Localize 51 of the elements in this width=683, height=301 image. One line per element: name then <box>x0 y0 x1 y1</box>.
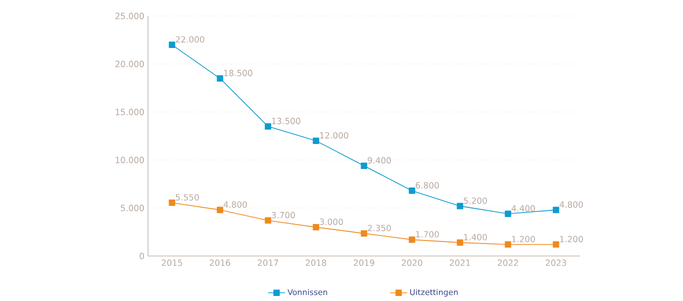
data-label: 1.200 <box>512 236 535 243</box>
y-tick-label: 20.000 <box>115 61 144 68</box>
point <box>408 188 416 194</box>
y-tick-label: 15.000 <box>116 109 144 116</box>
y-tick-label: 25.000 <box>115 13 144 20</box>
data-label: 5.200 <box>464 198 487 204</box>
data-label: 13.500 <box>272 118 300 124</box>
data-label: 4.800 <box>224 202 247 208</box>
x-tick-label: 2023 <box>546 260 566 266</box>
x-tick-label: 2020 <box>402 260 422 266</box>
point <box>312 138 320 144</box>
y-tick-label: 5.000 <box>120 205 144 212</box>
x-tick-label: 2021 <box>450 260 470 266</box>
point <box>168 42 176 48</box>
x-tick-label: 2022 <box>498 260 518 266</box>
y-tick-label: 10.000 <box>116 157 144 164</box>
point <box>504 210 512 218</box>
data-label: 5.550 <box>176 194 199 201</box>
data-label: 3.700 <box>272 212 295 219</box>
data-label: 1.400 <box>464 234 487 241</box>
point <box>216 206 224 214</box>
data-label: 4.400 <box>512 205 535 212</box>
x-tick-label: 2015 <box>162 260 182 266</box>
point <box>552 242 560 248</box>
data-label: 4.800 <box>560 202 583 208</box>
point <box>408 236 416 244</box>
data-label: 18.500 <box>224 70 252 76</box>
data-label: 22.000 <box>176 36 204 43</box>
point <box>216 75 224 82</box>
data-label: 2.350 <box>368 225 391 232</box>
point <box>168 200 176 206</box>
point <box>504 242 512 248</box>
point <box>312 224 320 231</box>
point <box>264 218 272 224</box>
point <box>456 240 464 246</box>
data-label: 9.400 <box>368 157 391 164</box>
point <box>360 230 368 237</box>
x-tick-label: 2016 <box>210 260 230 266</box>
x-tick-label: 2017 <box>258 260 278 266</box>
point <box>264 123 272 130</box>
point <box>552 206 560 214</box>
data-label: 12.000 <box>320 132 348 139</box>
data-label: 3.000 <box>320 218 343 226</box>
data-label: 1.200 <box>560 236 583 243</box>
x-tick-label: 2019 <box>354 260 374 266</box>
x-tick-label: 2018 <box>306 260 326 266</box>
point <box>360 162 368 170</box>
data-label: 6.800 <box>416 182 439 189</box>
data-label: 1.700 <box>416 231 439 238</box>
y-tick-label: 0 <box>140 253 144 260</box>
point <box>456 203 464 210</box>
